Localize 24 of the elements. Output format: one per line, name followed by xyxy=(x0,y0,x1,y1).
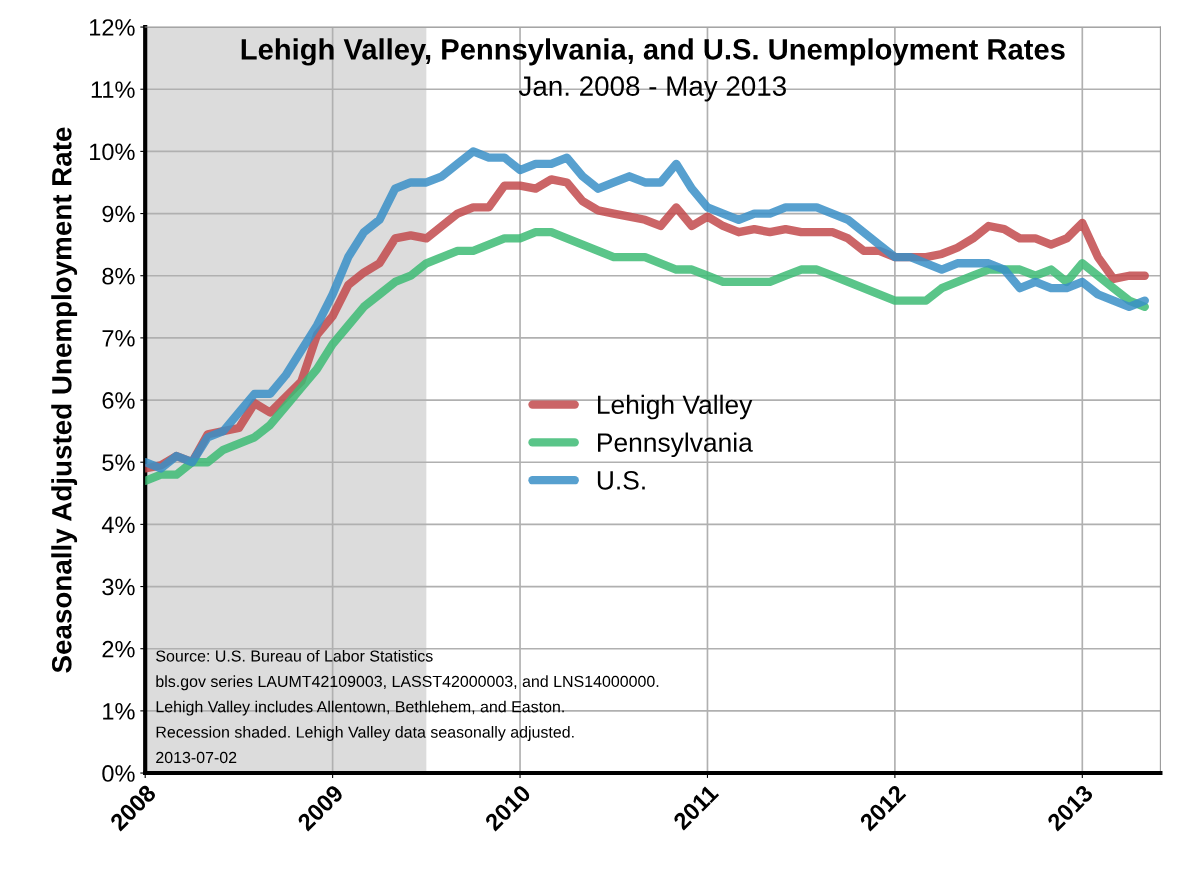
y-tick-label: 0% xyxy=(102,765,135,782)
legend-label: Pennsylvania xyxy=(598,432,753,458)
y-tick-label: 2% xyxy=(102,640,135,658)
y-tick-label: 9% xyxy=(102,205,135,223)
y-tick-label: 12% xyxy=(90,19,135,36)
y-axis-title: Seasonally Adjusted Unemployment Rate xyxy=(51,127,78,673)
annotation: Source: U.S. Bureau of Labor Statistics xyxy=(156,649,433,662)
text: Jan. 2008 - May 2013 xyxy=(518,76,786,102)
annotation: bls.gov series LAUMT42109003, LASST42000003, and LNS14000000. xyxy=(156,675,659,691)
y-tick-label: 5% xyxy=(102,454,135,471)
legend-label: U.S. xyxy=(597,471,645,490)
y-tick-label: 8% xyxy=(102,267,135,285)
annotation: Lehigh Valley includes Allentown, Bethlehem, and Easton. xyxy=(156,700,564,716)
y-tick-label: 3% xyxy=(102,578,135,596)
annotation: Recession shaded. Lehigh Valley data seasonally adjusted. xyxy=(156,726,574,741)
y-tick-label: 6% xyxy=(102,392,135,409)
legend-label: Lehigh Valley xyxy=(598,394,753,420)
y-tick-label: 1% xyxy=(103,703,135,720)
y-tick-label: 11% xyxy=(91,81,135,98)
y-tick-label: 10% xyxy=(90,143,135,161)
y-tick-label: 4% xyxy=(101,516,135,534)
chart-title: Lehigh Valley, Pennsylvania, and U.S. Unemployment Rates xyxy=(241,38,1065,66)
y-tick-label: 7% xyxy=(102,330,135,347)
annotation: 2013-07-02 xyxy=(156,751,237,764)
